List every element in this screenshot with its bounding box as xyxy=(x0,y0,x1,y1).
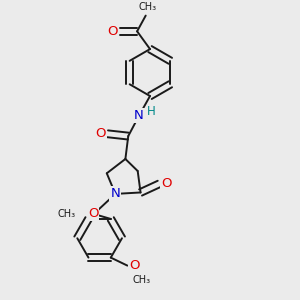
Text: N: N xyxy=(134,109,144,122)
Text: CH₃: CH₃ xyxy=(57,209,76,219)
Text: O: O xyxy=(107,25,118,38)
Text: N: N xyxy=(110,188,120,200)
Text: CH₃: CH₃ xyxy=(139,2,157,12)
Text: O: O xyxy=(129,259,140,272)
Text: O: O xyxy=(88,207,98,220)
Text: CH₃: CH₃ xyxy=(132,275,150,286)
Text: O: O xyxy=(161,177,172,190)
Text: O: O xyxy=(95,127,106,140)
Text: H: H xyxy=(147,105,155,118)
